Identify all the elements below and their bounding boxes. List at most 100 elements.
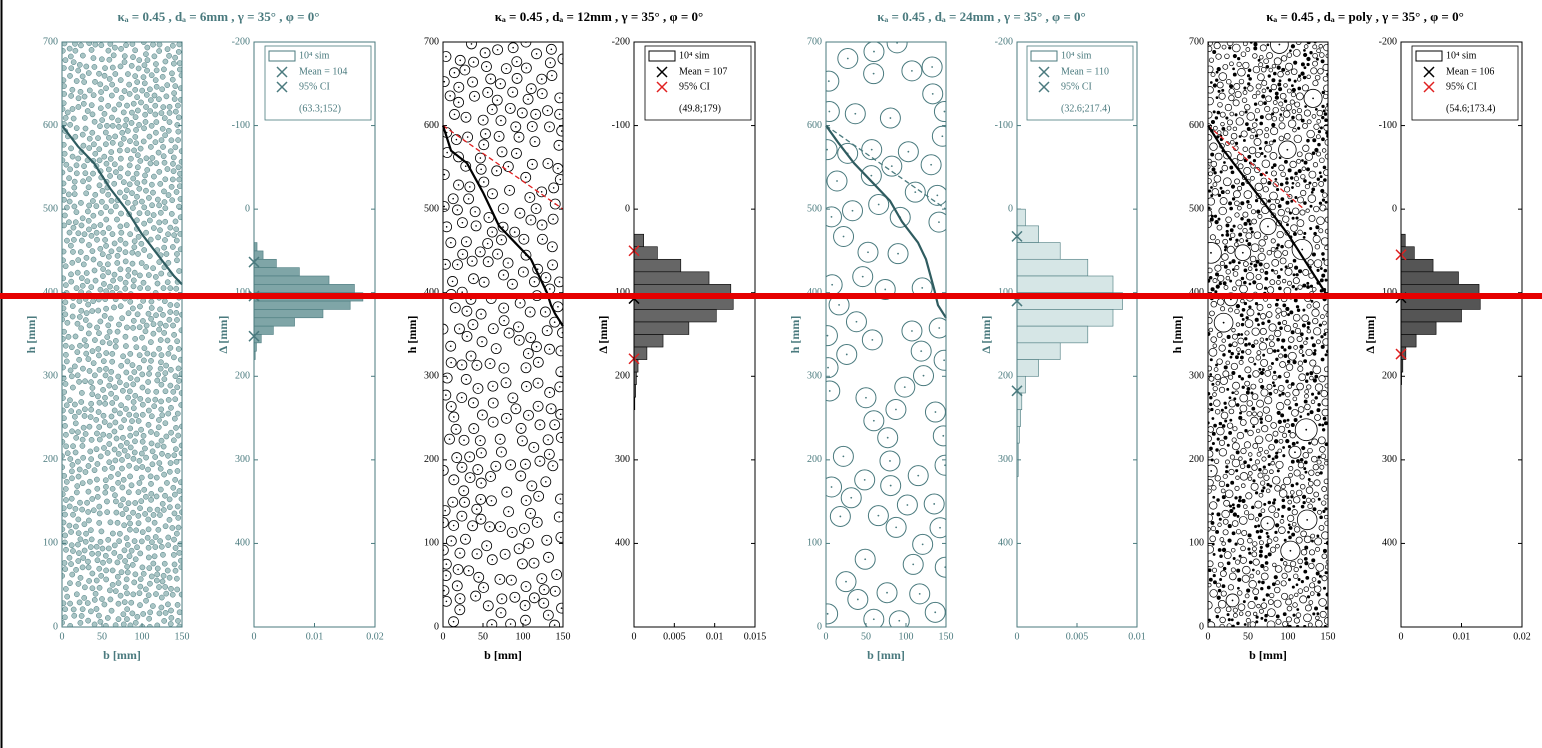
particle (144, 323, 149, 328)
particle (177, 268, 182, 273)
particle (63, 497, 68, 502)
particle (107, 423, 112, 428)
particle (1256, 616, 1258, 618)
particle (1213, 344, 1217, 348)
particle (1296, 273, 1299, 276)
particle-center (527, 98, 529, 100)
particle-center (474, 211, 476, 213)
particle (1306, 373, 1309, 376)
particle (146, 379, 151, 384)
particle (63, 586, 68, 591)
particle (1245, 367, 1251, 373)
particle (1307, 322, 1310, 325)
particle (1241, 277, 1244, 280)
particle (99, 529, 104, 534)
particle (1317, 510, 1321, 514)
particle (1305, 153, 1312, 160)
particle (1318, 403, 1321, 406)
particle (163, 323, 168, 328)
particle (1232, 504, 1234, 506)
particle (109, 149, 114, 154)
particle (1224, 265, 1227, 268)
particle (120, 388, 125, 393)
particle (173, 374, 178, 379)
particle (153, 140, 158, 145)
particles (438, 37, 568, 630)
particle-center (530, 219, 532, 221)
particle-center (557, 306, 559, 308)
particle (1267, 621, 1275, 629)
particle (1208, 172, 1212, 176)
particle (62, 560, 67, 565)
particle-center (907, 151, 909, 153)
particle (97, 520, 102, 525)
particle (1244, 302, 1247, 305)
particle (1272, 123, 1275, 126)
particle (1286, 105, 1292, 111)
particle (86, 618, 91, 623)
particle (89, 551, 94, 556)
particle (1259, 263, 1262, 266)
particle (1254, 525, 1256, 527)
particle (159, 438, 164, 443)
particle (1279, 123, 1285, 129)
particle (1304, 110, 1310, 116)
particle (1312, 188, 1315, 191)
particle (1288, 263, 1292, 267)
particle (68, 243, 73, 248)
particle (1232, 259, 1236, 263)
particle (87, 578, 92, 583)
particle (1268, 320, 1271, 323)
particle-center (877, 515, 879, 517)
particle (136, 418, 141, 423)
particle (178, 558, 183, 563)
particle (85, 559, 90, 564)
particle-center (459, 598, 461, 600)
particle (102, 66, 107, 71)
particle (156, 346, 161, 351)
particle (1294, 470, 1300, 476)
particle (1309, 601, 1313, 605)
particle (171, 169, 176, 174)
particle (135, 165, 140, 170)
particle (109, 115, 114, 120)
particle (140, 565, 145, 570)
particle (177, 610, 182, 615)
particle (1291, 187, 1293, 189)
particle-center (871, 339, 873, 341)
particle (1265, 271, 1268, 274)
particle (1237, 622, 1240, 625)
particle (146, 398, 151, 403)
particle-center (443, 206, 445, 208)
legend-label: 10⁴ sim (299, 50, 330, 61)
particle (1304, 587, 1309, 592)
particle (118, 64, 123, 69)
particle (1301, 174, 1306, 179)
particle (1249, 561, 1252, 564)
particle (117, 247, 122, 252)
particle (1221, 489, 1225, 493)
particle (1248, 601, 1255, 608)
particle (1280, 558, 1283, 561)
particle (1256, 91, 1260, 95)
particle (1311, 300, 1313, 302)
particle (139, 241, 144, 246)
particle (1239, 79, 1244, 84)
particle (94, 606, 99, 611)
particle (1242, 575, 1249, 582)
particle (169, 184, 174, 189)
particle (174, 531, 179, 536)
particle-center (461, 466, 463, 468)
particle-center (484, 52, 486, 54)
particle (1318, 581, 1321, 584)
particle (69, 93, 74, 98)
particle-center (501, 598, 503, 600)
particle (168, 383, 173, 388)
particle (119, 230, 124, 235)
particle (162, 245, 167, 250)
particle (1323, 587, 1325, 589)
particle (142, 221, 147, 226)
particle (101, 432, 106, 437)
particle-center (933, 503, 935, 505)
particle (1256, 571, 1260, 575)
